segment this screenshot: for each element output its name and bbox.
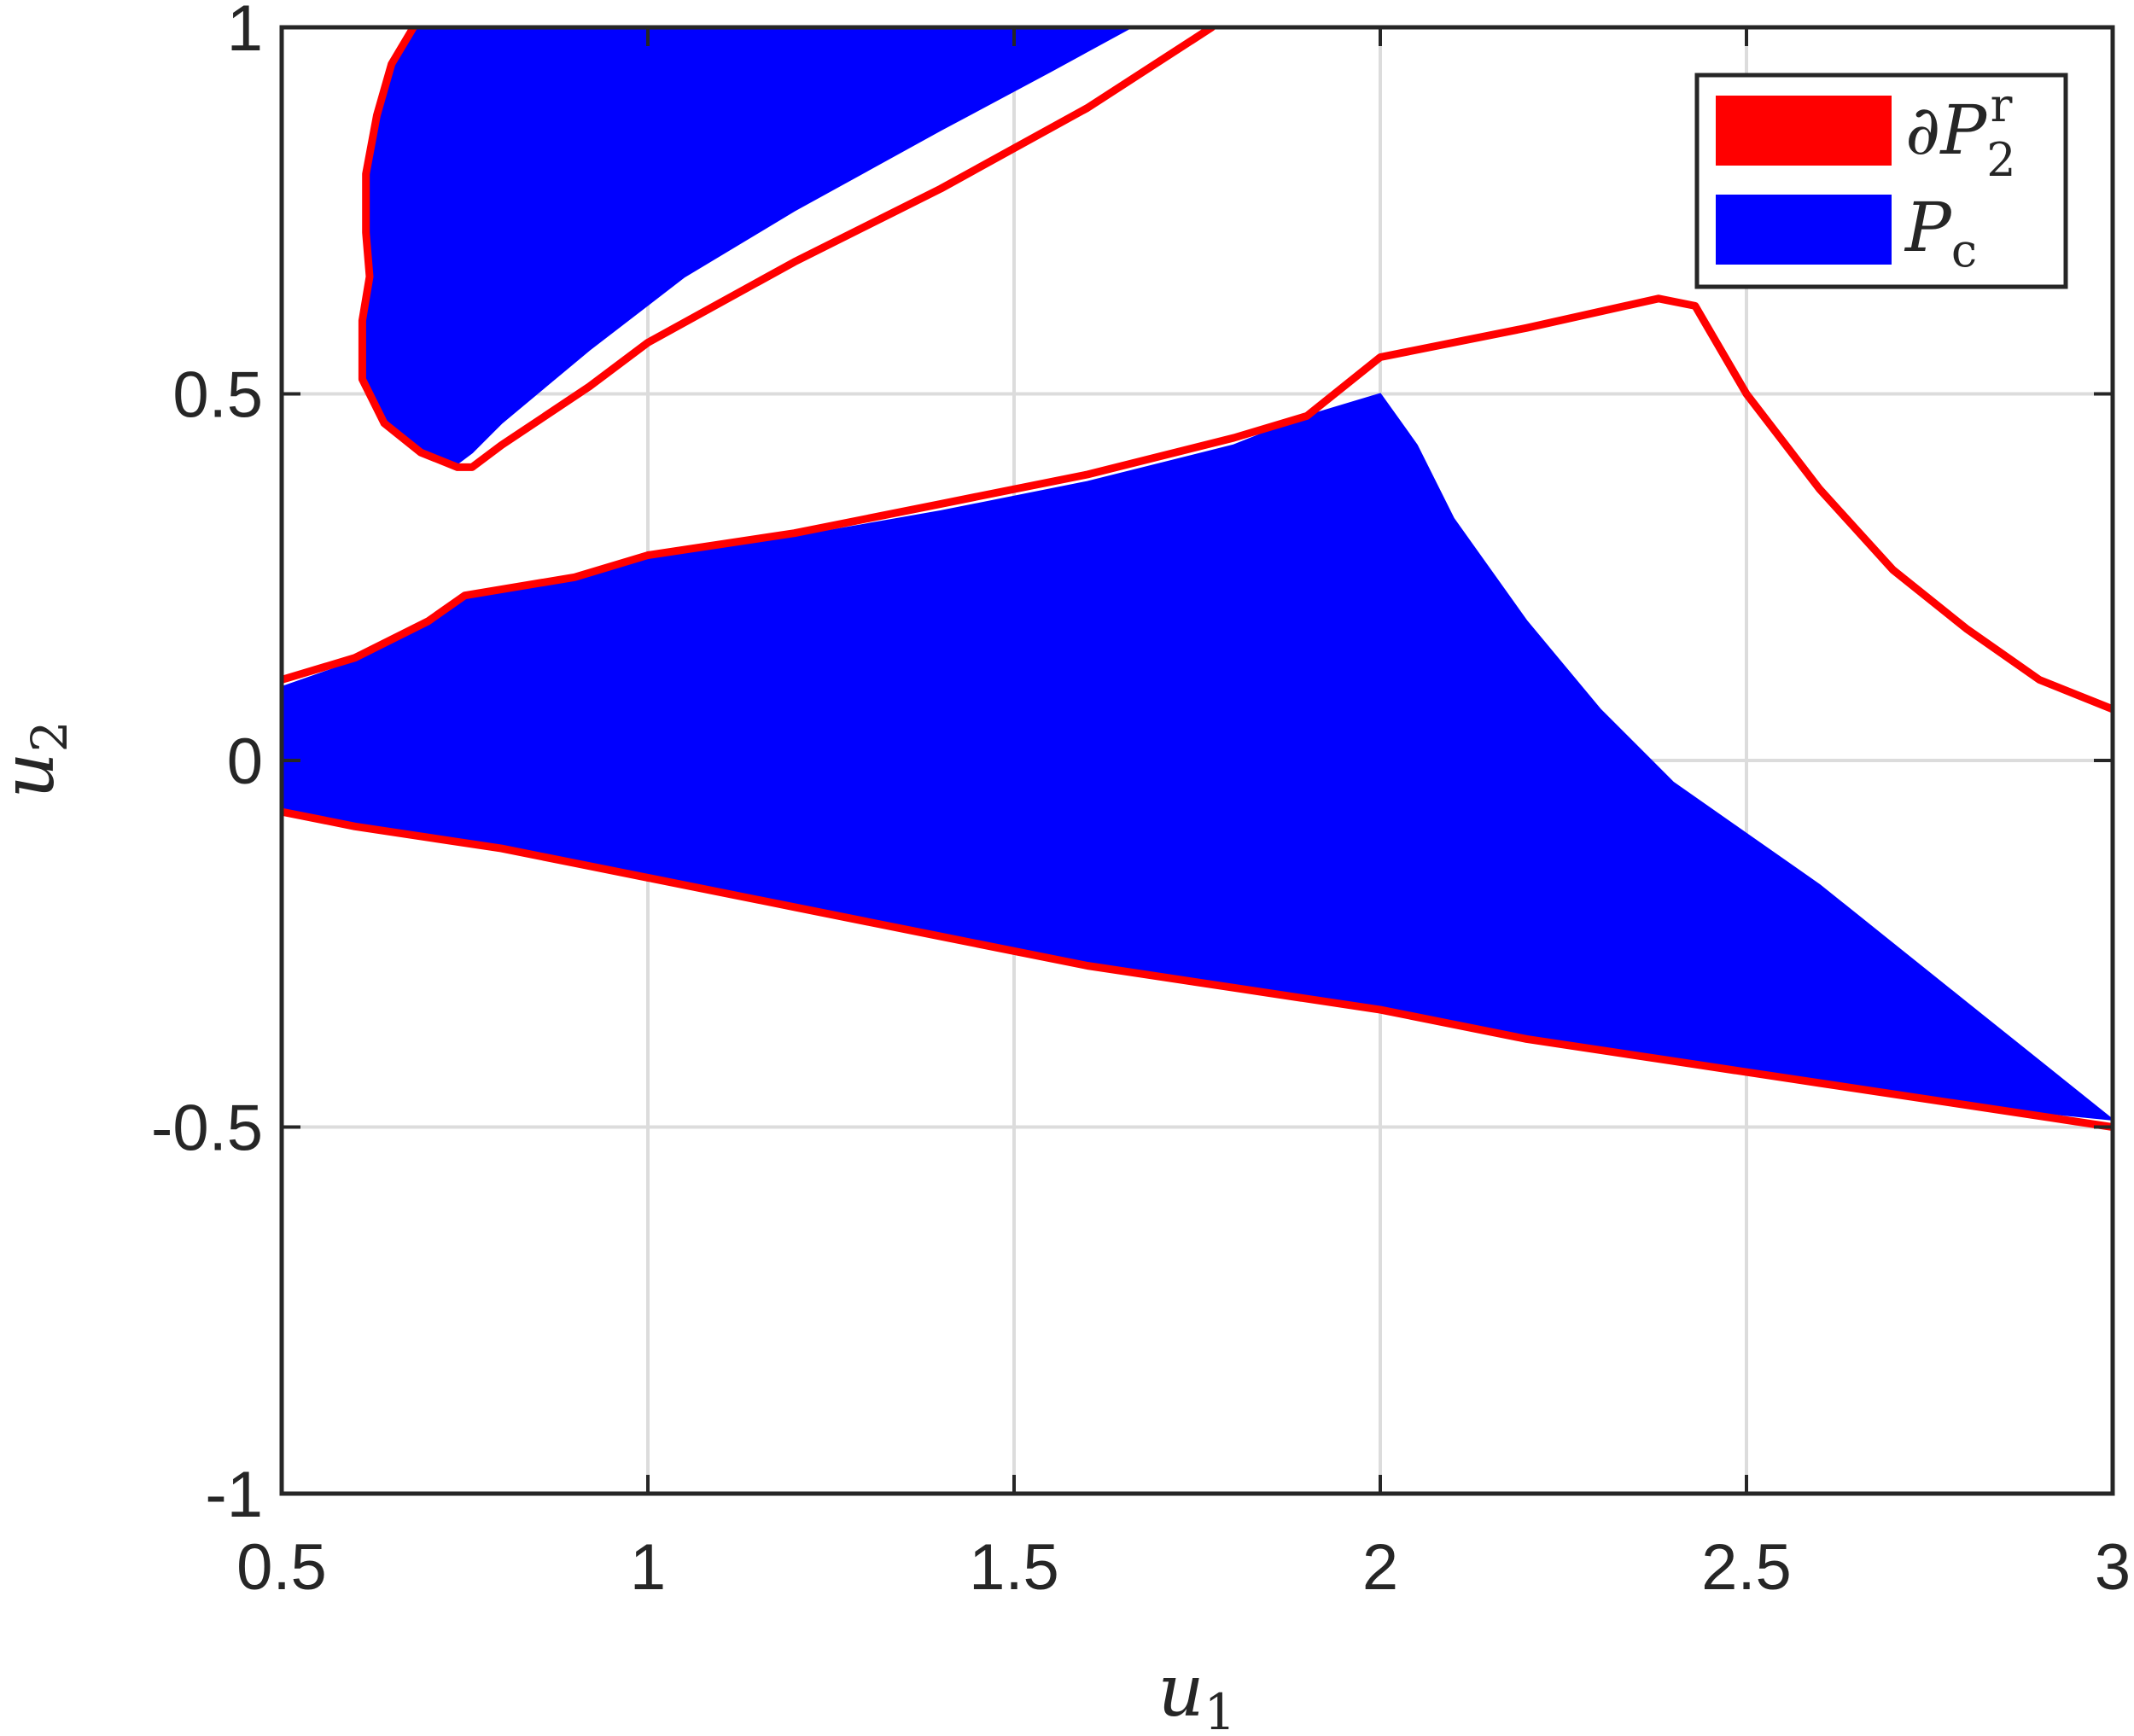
boundary-curve: [358, 27, 1216, 471]
x-tick-label: 2: [1362, 1531, 1398, 1604]
boundary-curve: [282, 807, 2113, 1131]
y-tick-label: -1: [205, 1459, 263, 1531]
legend-label-region: Pc: [1904, 188, 1977, 277]
x-tick-label: 0.5: [236, 1531, 327, 1604]
x-axis-label: u1: [1157, 1649, 1235, 1736]
boundary-curve: [282, 294, 2113, 714]
legend-swatch-boundary: [1716, 96, 1892, 166]
legend: ∂P2r Pc: [1694, 73, 2068, 289]
y-tick-label: -0.5: [151, 1092, 263, 1165]
tick-labels: 0.5 1 1.5 2 2.5 3 -1 -0.5 0 0.5 1: [151, 0, 2131, 1604]
y-axis-label: u2: [0, 720, 79, 798]
x-tick-label: 1: [630, 1531, 666, 1604]
boundary-curves: [282, 27, 2113, 1131]
y-tick-label: 0: [227, 725, 263, 798]
x-tick-label: 2.5: [1701, 1531, 1792, 1604]
legend-label-boundary: ∂P2r: [1905, 79, 2016, 187]
x-tick-label: 3: [2095, 1531, 2131, 1604]
ticks: [280, 26, 2114, 1495]
x-tick-label: 1.5: [969, 1531, 1059, 1604]
y-tick-label: 0.5: [172, 359, 263, 432]
legend-swatch-region: [1716, 195, 1892, 265]
y-tick-label: 1: [227, 0, 263, 65]
